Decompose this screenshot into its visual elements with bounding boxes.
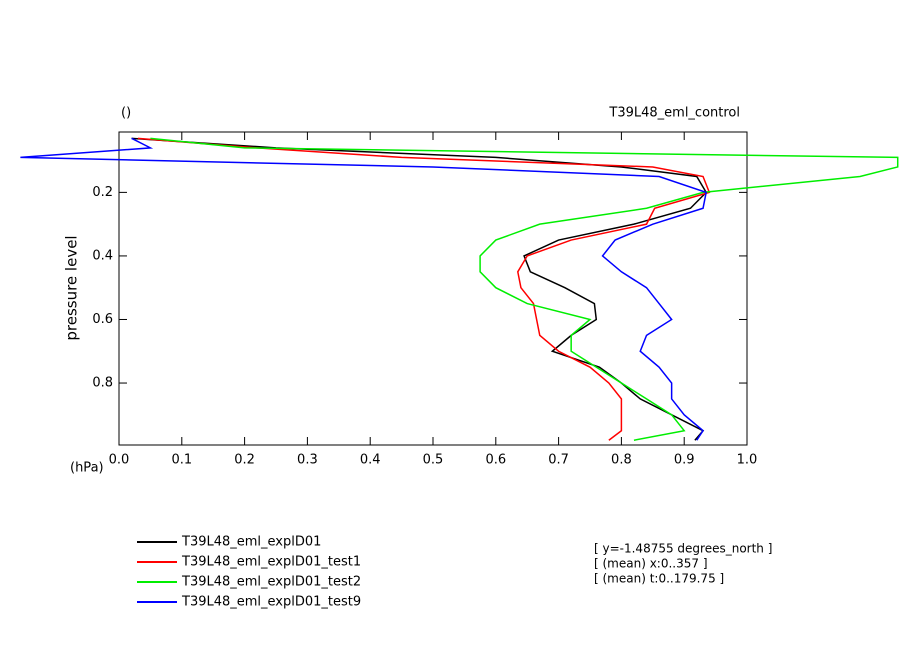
x-tick-label: 0.3: [297, 453, 318, 468]
x-tick-label: 0.7: [548, 453, 569, 468]
legend-label: T39L48_eml_explD01_test1: [181, 555, 361, 570]
legend-label: T39L48_eml_explD01_test9: [181, 595, 361, 610]
x-tick-label: 0.2: [234, 453, 255, 468]
x-tick-label: 0.4: [360, 453, 381, 468]
series-line: [150, 137, 899, 441]
x-tick-label: 0.1: [171, 453, 192, 468]
x-tick-label: 0.0: [109, 453, 130, 468]
y-axis-unit: (hPa): [70, 461, 104, 476]
info-note: [ (mean) t:0..179.75 ]: [594, 572, 724, 586]
chart-subtitle: (): [121, 106, 131, 121]
series-line: [131, 137, 708, 441]
y-tick-label: 0.6: [92, 312, 113, 327]
series-line: [20, 137, 708, 441]
y-axis-label: pressure level: [63, 235, 81, 340]
y-tick-label: 0.2: [92, 185, 113, 200]
x-tick-label: 0.9: [674, 453, 695, 468]
chart-title: T39L48_eml_control: [608, 106, 740, 121]
info-note: [ (mean) x:0..357 ]: [594, 557, 708, 571]
x-tick-label: 0.8: [611, 453, 632, 468]
plot-frame: [118, 131, 748, 446]
legend-label: T39L48_eml_explD01_test2: [181, 575, 361, 590]
x-tick-label: 0.6: [485, 453, 506, 468]
legend-label: T39L48_eml_explD01: [181, 535, 321, 550]
info-note: [ y=-1.48755 degrees_north ]: [594, 542, 772, 556]
x-tick-label: 0.5: [423, 453, 444, 468]
y-tick-label: 0.8: [92, 376, 113, 391]
y-tick-label: 0.4: [92, 248, 113, 263]
series-line: [137, 137, 711, 441]
x-tick-label: 1.0: [737, 453, 758, 468]
